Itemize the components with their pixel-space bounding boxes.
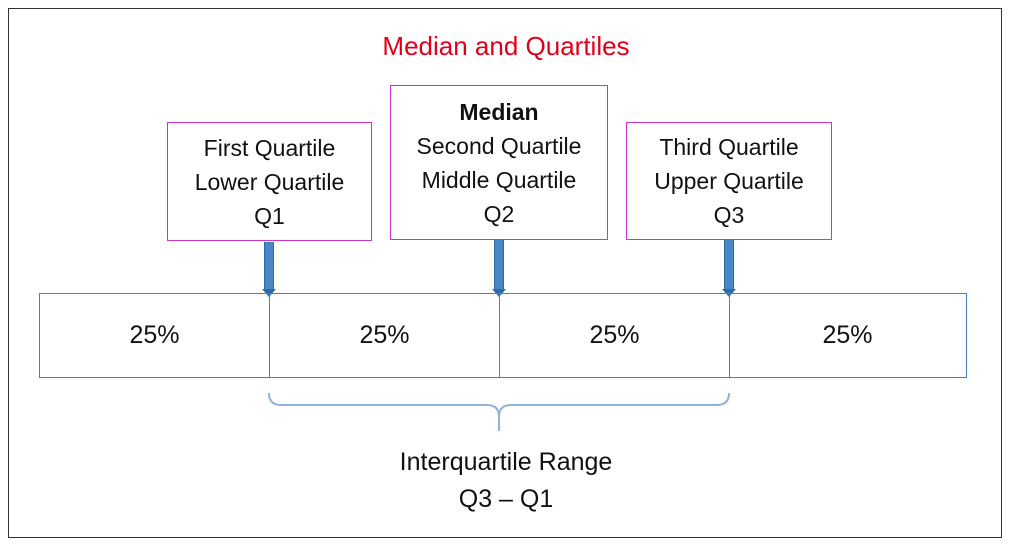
second-quartile-label: Second Quartile — [416, 132, 582, 159]
diagram-title: Median and Quartiles — [382, 31, 630, 61]
diagram-frame: Median and Quartiles First Quartile Lowe… — [8, 8, 1002, 538]
segment-1: 25% — [129, 321, 180, 349]
interquartile-range-label: Interquartile Range Q3 – Q1 — [9, 444, 1003, 518]
first-quartile-box: First Quartile Lower Quartile Q1 — [167, 122, 372, 241]
q2-label: Q2 — [483, 200, 515, 227]
segment-2: 25% — [269, 294, 499, 377]
quartile-bar: 25% 25% 25% 25% — [39, 293, 967, 378]
segment-3: 25% — [499, 294, 729, 377]
q1-label: Q1 — [254, 202, 285, 229]
segment-4: 25% — [729, 294, 965, 377]
median-box: Median Second Quartile Middle Quartile Q… — [390, 85, 608, 240]
middle-quartile-label: Middle Quartile — [421, 166, 577, 193]
q3-label: Q3 — [713, 202, 745, 228]
lower-quartile-label: Lower Quartile — [194, 168, 345, 195]
upper-quartile-label: Upper Quartile — [654, 168, 804, 194]
first-quartile-label: First Quartile — [203, 134, 336, 161]
interquartile-range-formula: Q3 – Q1 — [458, 485, 554, 513]
median-heading: Median — [459, 98, 539, 125]
third-quartile-label: Third Quartile — [659, 134, 799, 160]
interquartile-brace-icon — [268, 392, 730, 431]
third-quartile-box: Third Quartile Upper Quartile Q3 — [626, 122, 832, 240]
interquartile-range-title: Interquartile Range — [399, 448, 613, 476]
